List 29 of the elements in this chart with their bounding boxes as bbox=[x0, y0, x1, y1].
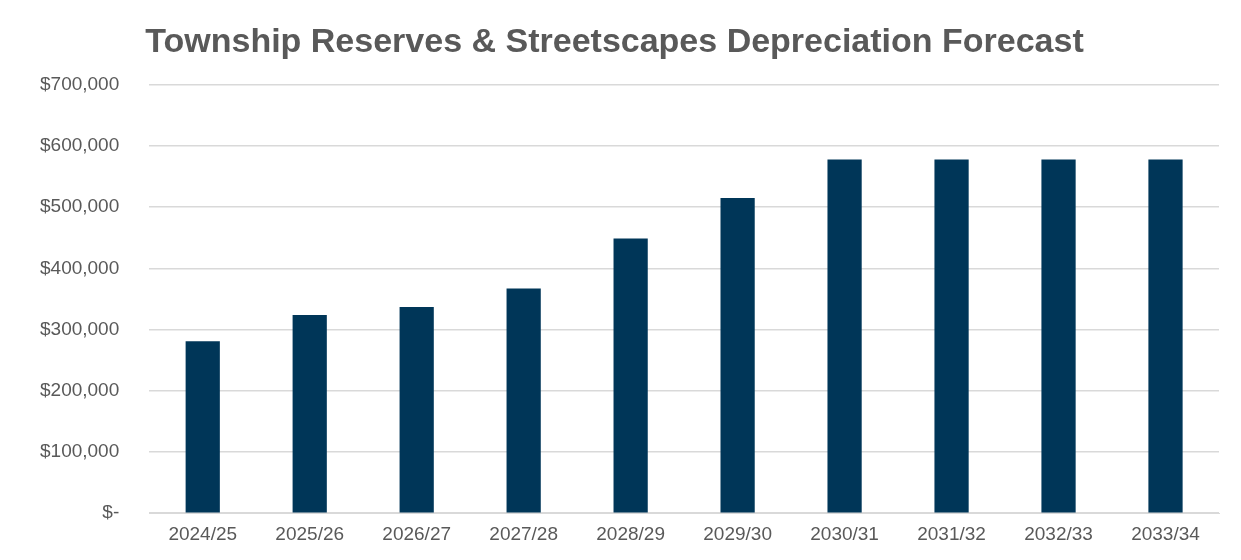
y-tick-label: $500,000 bbox=[40, 195, 120, 217]
x-tick-label: 2031/32 bbox=[917, 522, 986, 544]
chart-title: Township Reserves & Streetscapes Depreciation Forecast bbox=[145, 20, 1084, 59]
bar bbox=[1041, 159, 1076, 513]
y-tick-label: $700,000 bbox=[40, 73, 120, 95]
bar bbox=[1148, 159, 1183, 513]
y-tick-label: $400,000 bbox=[40, 256, 120, 278]
bar bbox=[185, 341, 220, 513]
y-tick-label: $- bbox=[102, 501, 120, 523]
bar bbox=[399, 306, 434, 513]
y-tick-label: $300,000 bbox=[40, 317, 120, 339]
x-tick-label: 2028/29 bbox=[596, 522, 665, 544]
bar bbox=[934, 159, 969, 513]
bar bbox=[292, 314, 327, 513]
y-tick-label: $100,000 bbox=[40, 440, 120, 462]
bar bbox=[827, 159, 862, 513]
y-tick-label: $200,000 bbox=[40, 379, 120, 401]
x-tick-label: 2026/27 bbox=[382, 522, 452, 544]
x-tick-label: 2027/28 bbox=[489, 522, 558, 544]
x-tick-label: 2032/33 bbox=[1024, 522, 1093, 544]
bar bbox=[613, 238, 648, 513]
x-tick-label: 2030/31 bbox=[810, 522, 879, 544]
y-tick-label: $600,000 bbox=[40, 134, 120, 156]
bar bbox=[506, 288, 541, 513]
x-tick-label: 2024/25 bbox=[168, 522, 238, 544]
x-tick-label: 2033/34 bbox=[1131, 522, 1201, 544]
x-tick-label: 2025/26 bbox=[275, 522, 345, 544]
x-tick-label: 2029/30 bbox=[703, 522, 772, 544]
bar bbox=[720, 198, 755, 513]
